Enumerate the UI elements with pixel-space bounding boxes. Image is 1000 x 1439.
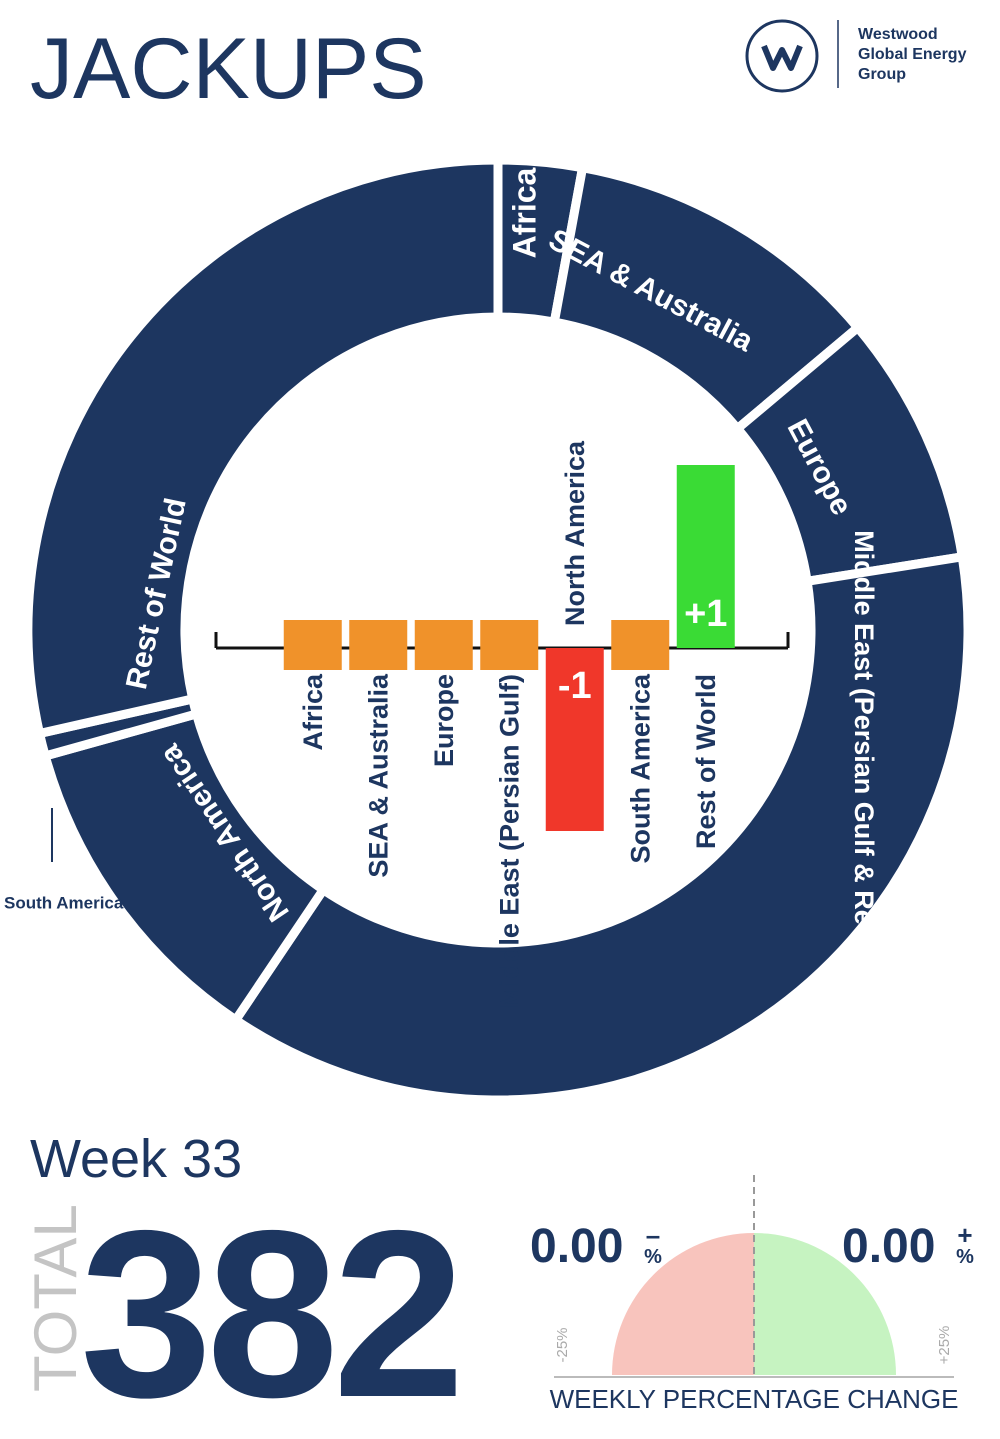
zero-change-box bbox=[283, 620, 342, 670]
change-value: 0.00 bbox=[842, 1220, 935, 1273]
page-title: JACKUPS bbox=[30, 21, 427, 117]
change-unit: % bbox=[956, 1246, 974, 1268]
zero-change-box bbox=[480, 620, 539, 670]
zero-change-box bbox=[414, 620, 473, 670]
donut-segment bbox=[23, 155, 503, 739]
logo: Westwood Global Energy Group bbox=[745, 19, 967, 93]
category-label: Rest of World bbox=[691, 674, 721, 849]
total-label: TOTAL bbox=[22, 1204, 89, 1392]
gauge-tick-label: +25% bbox=[936, 1326, 953, 1365]
total-value: 382 bbox=[80, 1182, 459, 1439]
donut-segment bbox=[229, 551, 973, 1105]
category-label: South America bbox=[625, 673, 655, 864]
logo-ring bbox=[745, 19, 819, 93]
gauge-title: WEEKLY PERCENTAGE CHANGE bbox=[550, 1384, 959, 1414]
negative-half bbox=[612, 1233, 754, 1375]
week-label: Week 33 bbox=[30, 1129, 242, 1189]
change-value: 0.00 bbox=[530, 1220, 623, 1273]
gauge-tick-label: -25% bbox=[554, 1327, 571, 1362]
segment-label: Middle East (Persian Gulf & Red Sea) bbox=[849, 530, 879, 1006]
zero-change-box bbox=[611, 620, 670, 670]
change-label: +1 bbox=[684, 593, 727, 635]
change-sign: – bbox=[646, 1220, 660, 1250]
category-label: Europe bbox=[429, 674, 459, 767]
change-sign: + bbox=[957, 1220, 972, 1250]
logo-mark bbox=[761, 44, 803, 71]
positive-half bbox=[754, 1233, 896, 1375]
logo-text: Group bbox=[858, 66, 906, 83]
zero-change-box bbox=[349, 620, 408, 670]
category-label: Middle East (Persian Gulf) bbox=[494, 674, 524, 1009]
change-bar bbox=[676, 465, 735, 648]
change-bar bbox=[545, 648, 604, 831]
logo-text: Global Energy bbox=[858, 46, 967, 63]
logo-text: Westwood bbox=[858, 26, 938, 43]
segment-label: South America bbox=[4, 893, 124, 912]
segment-label: Africa bbox=[506, 167, 542, 258]
change-label: -1 bbox=[558, 665, 592, 707]
category-label: Africa bbox=[298, 673, 328, 751]
category-label: North America bbox=[560, 440, 590, 626]
category-label: SEA & Australia bbox=[363, 673, 393, 878]
change-unit: % bbox=[644, 1246, 662, 1268]
